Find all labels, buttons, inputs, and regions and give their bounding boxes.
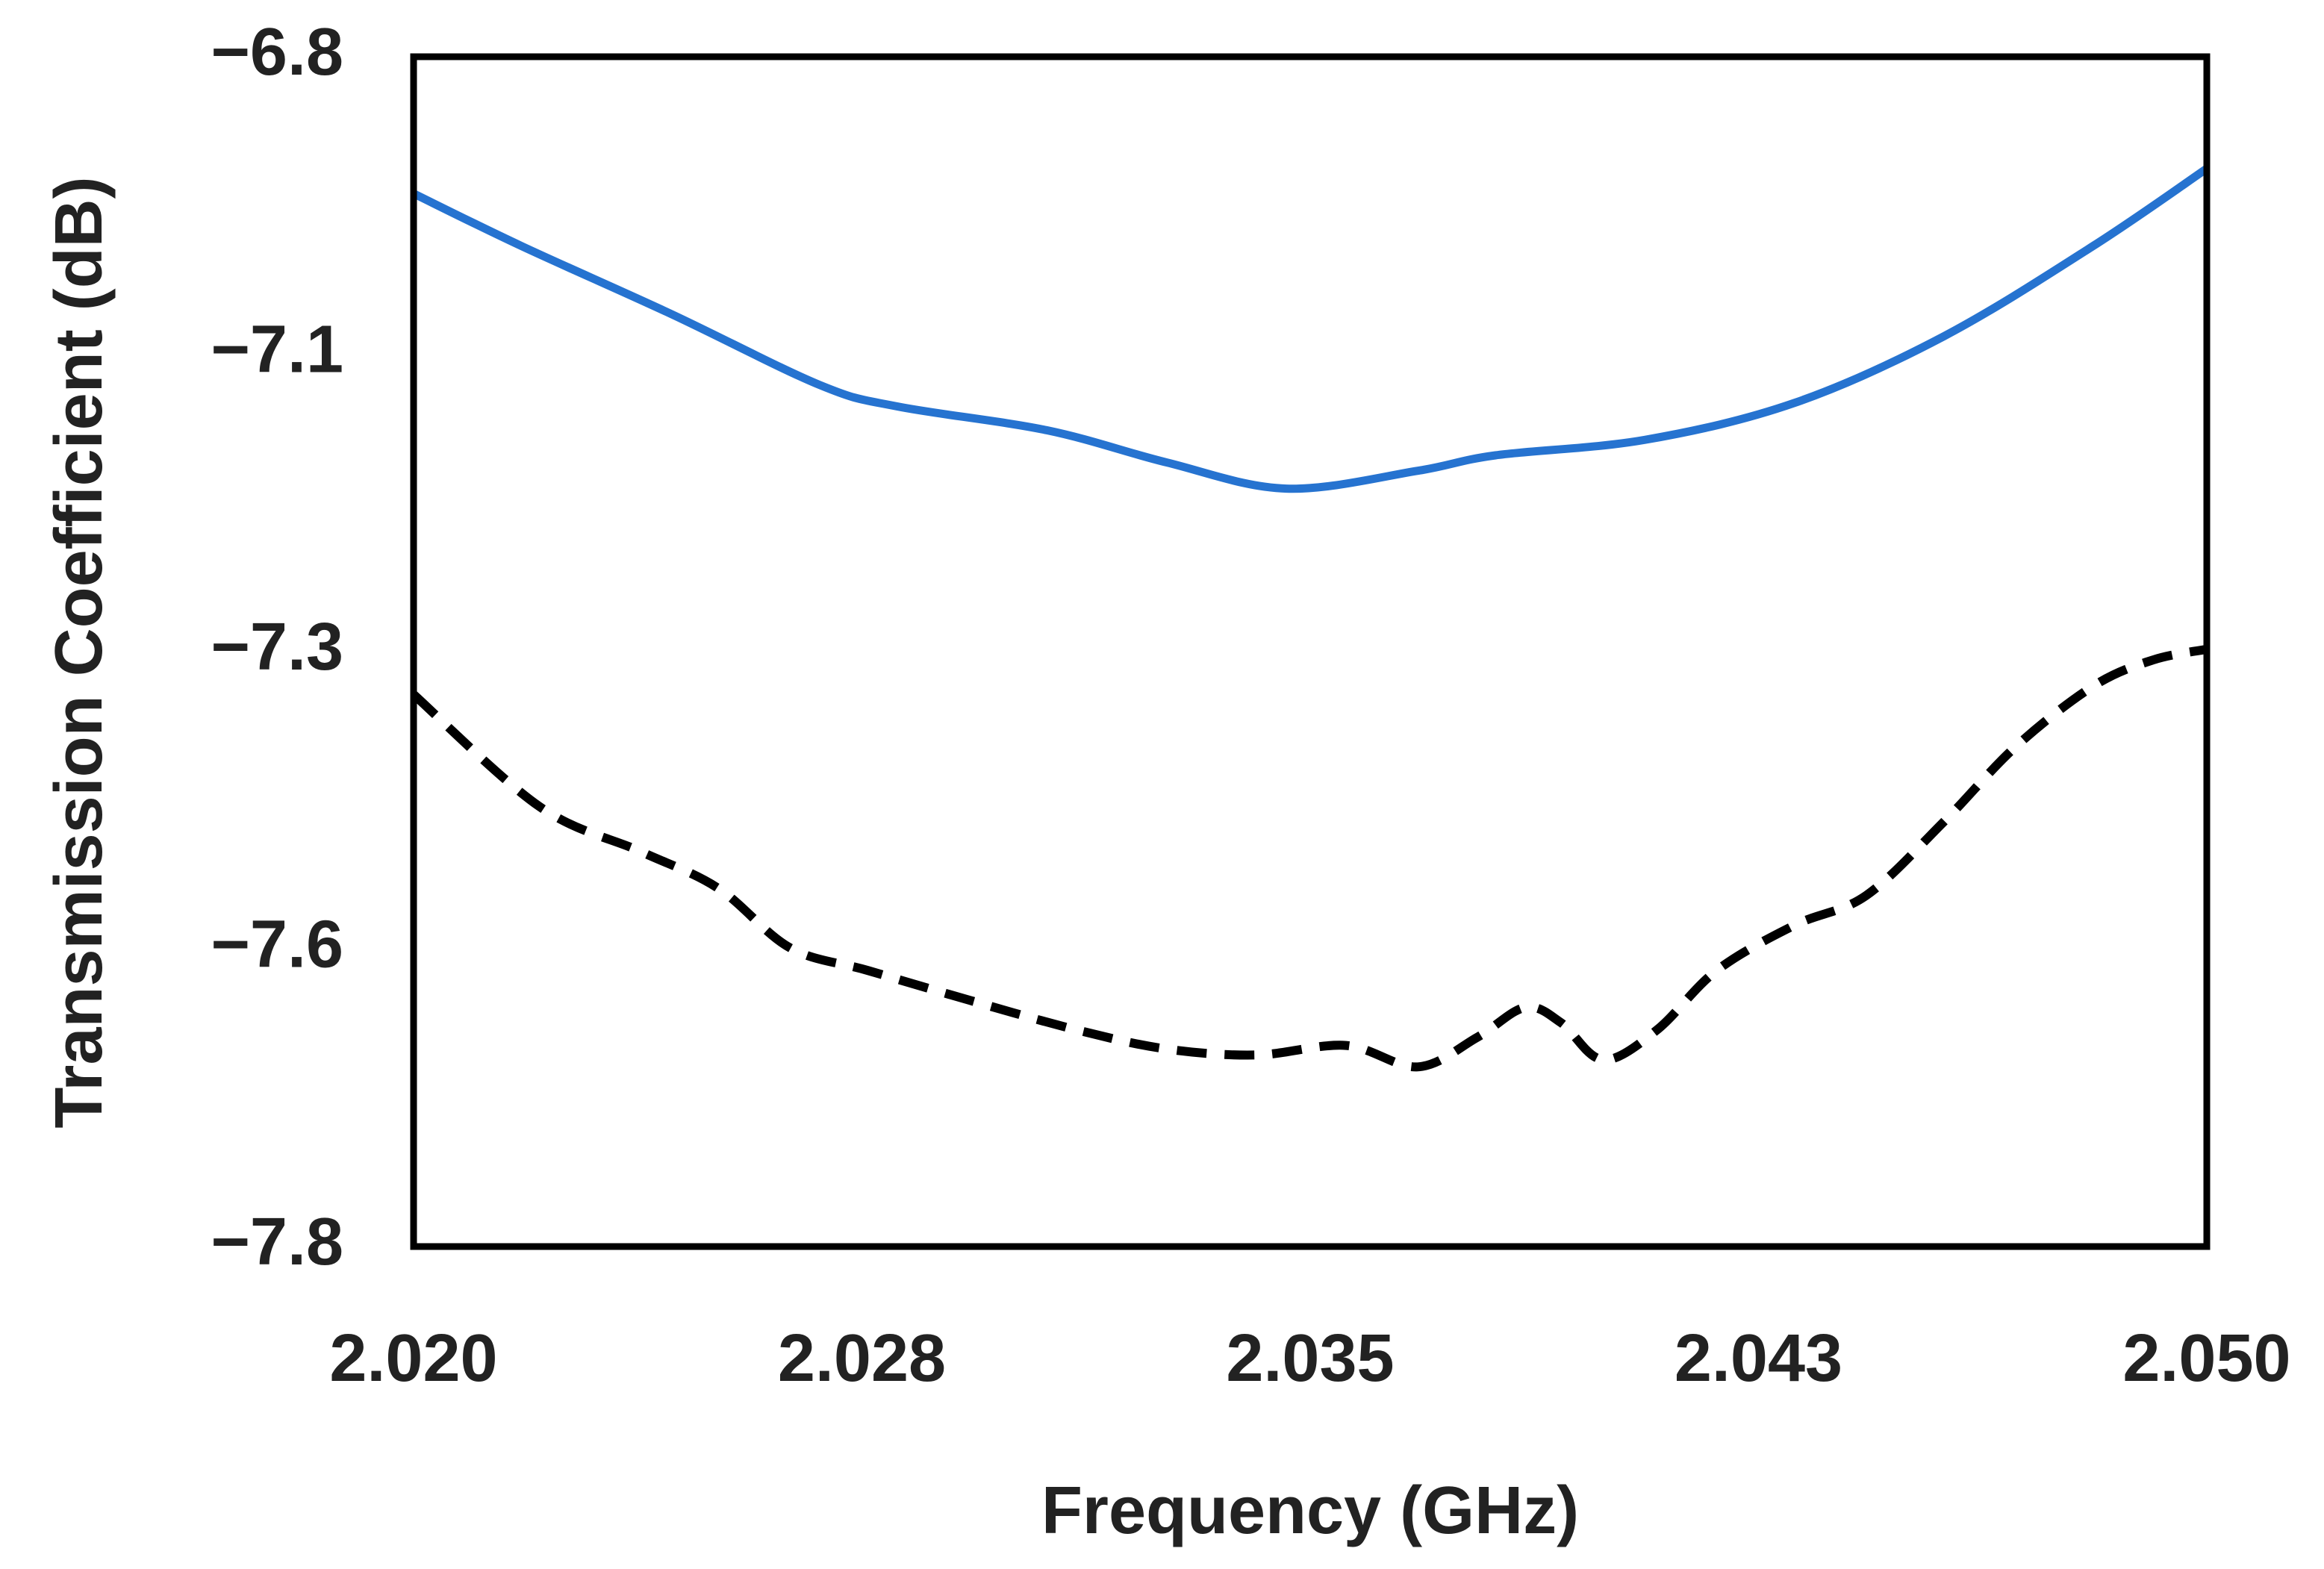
y-tick-label: −6.8 [211,15,343,90]
y-tick-label: −7.1 [211,312,343,387]
y-tick-label: −7.6 [211,907,343,982]
x-tick-label: 2.035 [1226,1321,1394,1396]
x-tick-label: 2.050 [2122,1321,2290,1396]
line-series [411,165,2210,493]
x-tick-label: 2.028 [778,1321,946,1396]
y-tick-label: −7.8 [211,1205,343,1279]
y-axis-title: Transmission Coefficient (dB) [42,176,116,1128]
x-axis-title: Frequency (GHz) [1041,1473,1579,1548]
plot-frame [410,53,2211,1250]
y-tick-label: −7.3 [211,610,343,684]
x-tick-label: 2.020 [329,1321,497,1396]
line-series [411,644,2208,1072]
x-tick-label: 2.043 [1675,1321,1842,1396]
